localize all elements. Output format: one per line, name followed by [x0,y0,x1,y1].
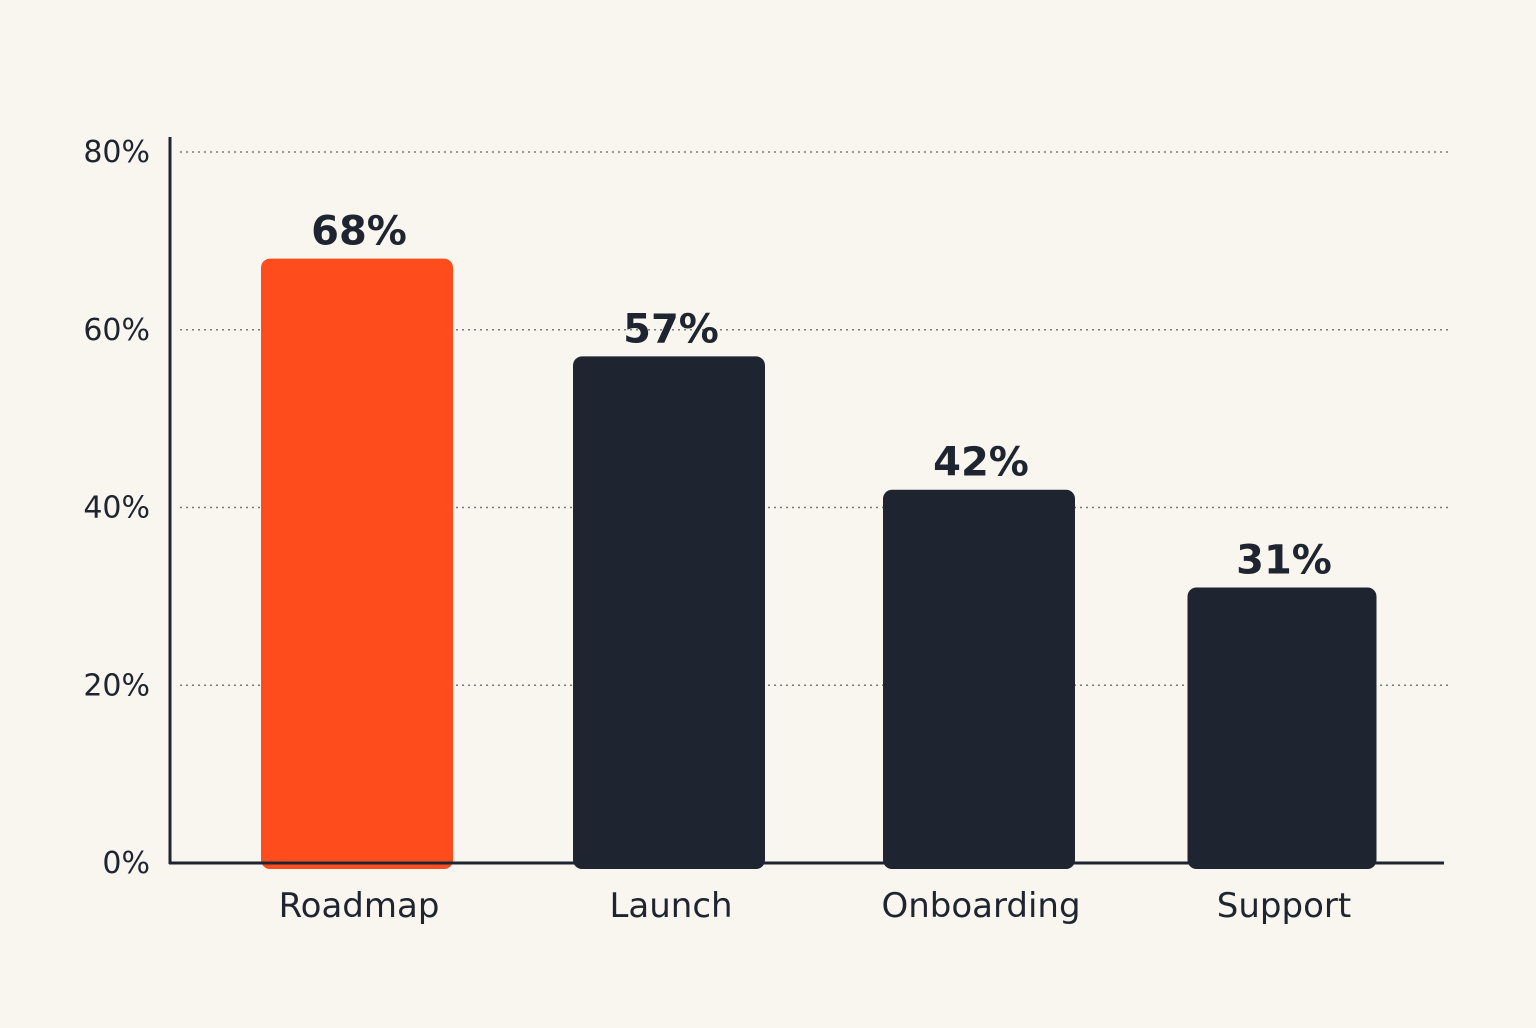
bars [261,258,1377,870]
y-tick-label: 20% [83,668,150,703]
category-label: Launch [609,886,732,926]
y-tick-label: 60% [83,313,150,348]
bar-launch [573,356,765,870]
category-label: Roadmap [279,886,440,926]
category-label: Support [1217,886,1351,926]
value-label: 31% [1236,537,1332,583]
y-tick-label: 0% [102,846,150,881]
y-tick-labels: 0% 20% 40% 60% 80% [83,135,150,881]
bar-onboarding [883,489,1075,869]
category-label: Onboarding [881,886,1080,926]
value-label: 57% [623,306,719,352]
value-labels: 68% 57% 42% 31% [311,209,1332,584]
category-labels: Roadmap Launch Onboarding Support [279,886,1352,926]
bar-roadmap [261,258,453,869]
y-tick-label: 80% [83,135,150,170]
bar-support [1187,587,1377,869]
value-label: 42% [933,440,1029,486]
value-label: 68% [311,209,407,255]
axes [168,137,1444,865]
y-tick-label: 40% [83,491,150,526]
